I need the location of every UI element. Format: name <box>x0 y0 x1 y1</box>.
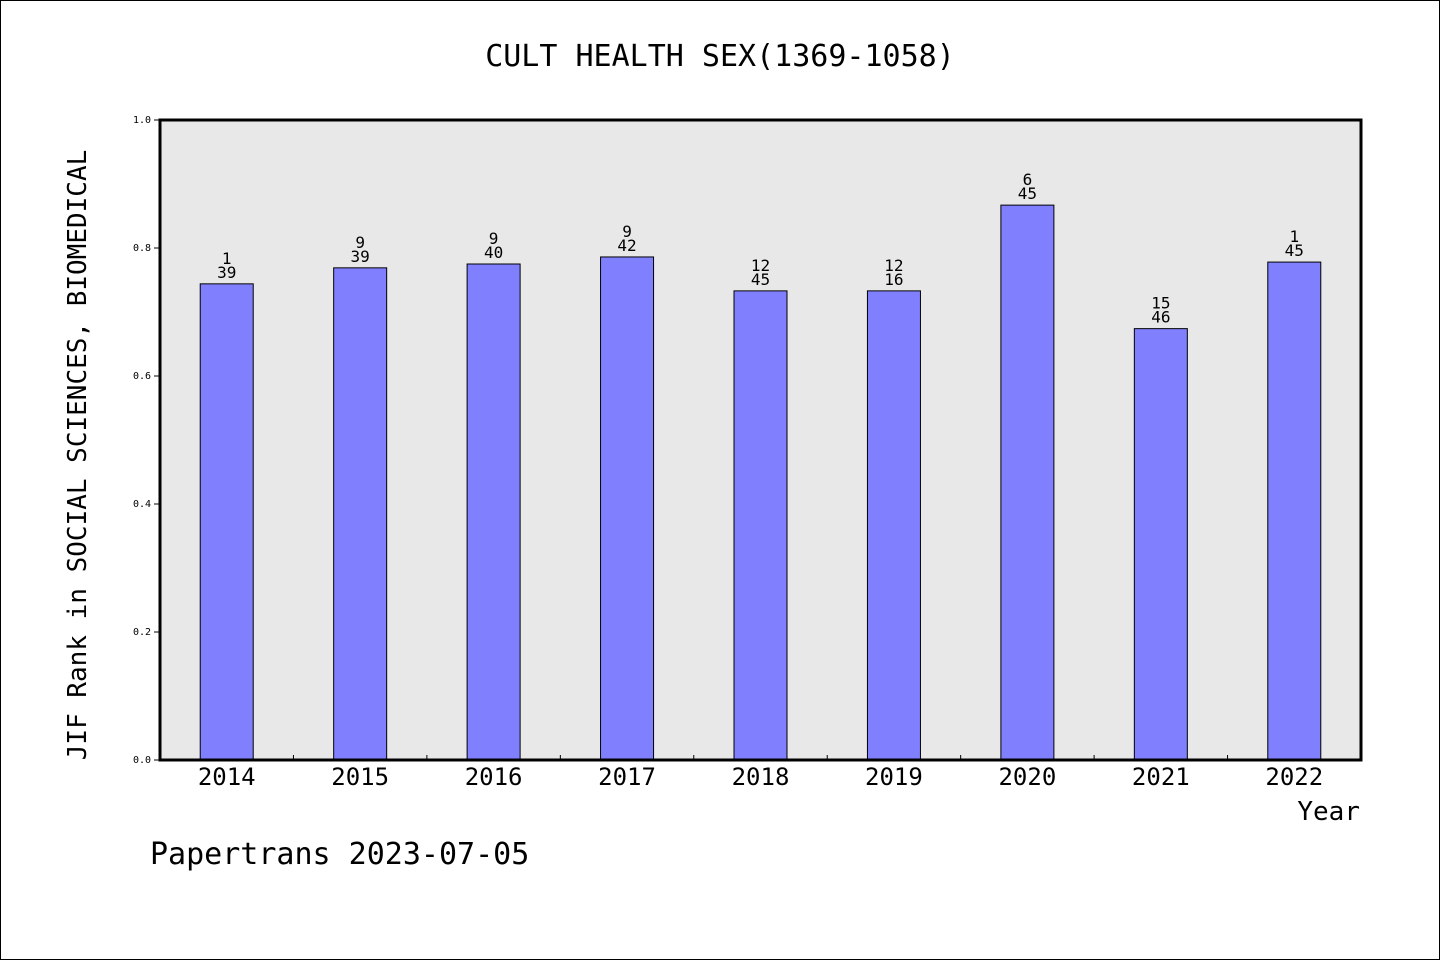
footer-watermark: Papertrans 2023-07-05 <box>150 837 529 872</box>
bar-rank-label: 9 <box>489 229 499 248</box>
bar-total-label: 45 <box>1285 241 1304 260</box>
bar-total-label: 40 <box>484 243 503 262</box>
bar-2019 <box>866 290 921 761</box>
x-tick-label: 2022 <box>1265 763 1323 791</box>
x-tick-label: 2015 <box>331 763 389 791</box>
bar-total-label: 39 <box>351 247 370 266</box>
x-axis-label: Year <box>1297 797 1360 827</box>
y-tick-label: 0.2 <box>133 627 151 638</box>
bar-rank-label: 9 <box>622 222 632 241</box>
bar-total-label: 46 <box>1151 308 1170 327</box>
bar-rank-label: 12 <box>884 256 903 275</box>
bars-group <box>199 204 1322 761</box>
bar-rank-label: 15 <box>1151 294 1170 313</box>
x-tick-label: 2014 <box>198 763 256 791</box>
x-tick-label: 2020 <box>998 763 1056 791</box>
bar-rank-label: 1 <box>222 249 232 268</box>
x-tick-label: 2018 <box>732 763 790 791</box>
y-tick-label: 0.4 <box>133 499 151 510</box>
bar-rank-label: 12 <box>751 256 770 275</box>
x-axis: 2014 2015 2016 2017 2018 2019 2020 2021 2022 <box>198 755 1323 791</box>
bar-2017 <box>600 256 655 761</box>
bar-2016 <box>466 263 521 761</box>
y-tick-label: 1.0 <box>133 115 151 126</box>
bar-total-label: 39 <box>217 263 236 282</box>
y-tick-label: 0.8 <box>133 243 151 254</box>
bar-2014 <box>199 283 254 761</box>
x-tick-label: 2017 <box>598 763 656 791</box>
bar-rank-label: 6 <box>1023 170 1033 189</box>
chart-title: CULT HEALTH SEX(1369-1058) <box>485 39 955 74</box>
bar-total-label: 45 <box>751 270 770 289</box>
bar-2015 <box>333 267 388 761</box>
y-axis-label: JIF Rank in SOCIAL SCIENCES, BIOMEDICAL <box>63 150 93 760</box>
bar-2022 <box>1267 261 1322 761</box>
plot-border <box>158 118 1363 762</box>
bar-2020 <box>1000 204 1055 761</box>
x-tick-label: 2016 <box>465 763 523 791</box>
bar-rank-label: 1 <box>1289 227 1299 246</box>
x-tick-label: 2021 <box>1132 763 1190 791</box>
bar-2021 <box>1133 328 1188 761</box>
x-tick-label: 2019 <box>865 763 923 791</box>
bar-2018 <box>733 290 788 761</box>
bar-total-label: 16 <box>884 270 903 289</box>
y-axis: 0.0 0.2 0.4 0.6 0.8 1.0 <box>133 115 160 766</box>
bar-total-label: 42 <box>617 236 636 255</box>
y-tick-label: 0.0 <box>133 755 151 766</box>
bar-total-label: 45 <box>1018 184 1037 203</box>
bar-rank-label: 9 <box>355 233 365 252</box>
y-tick-label: 0.6 <box>133 371 151 382</box>
